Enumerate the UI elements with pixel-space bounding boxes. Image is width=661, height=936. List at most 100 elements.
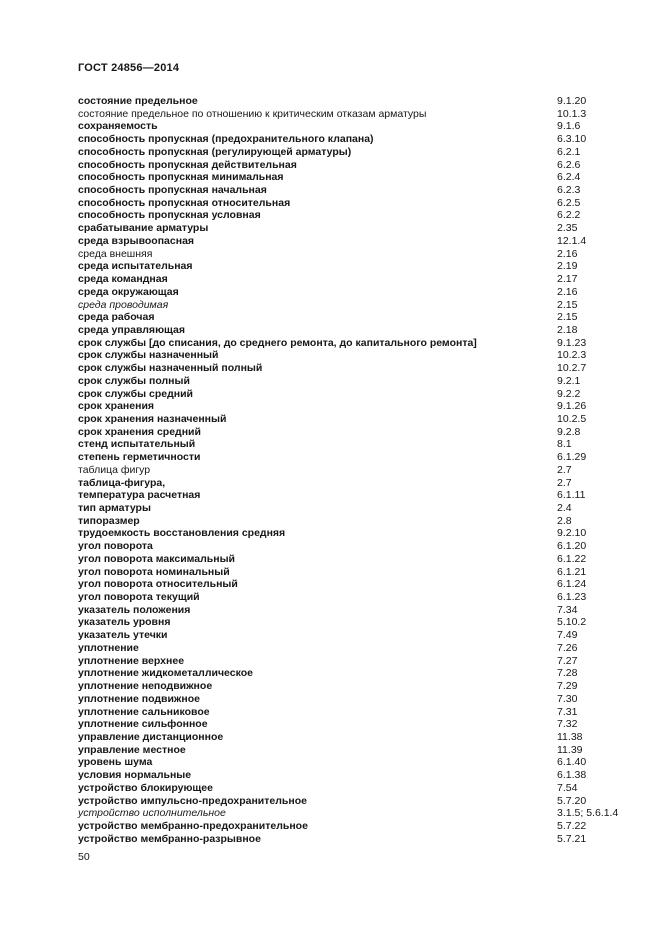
index-term: стенд испытательный <box>78 438 196 451</box>
index-term: способность пропускная минимальная <box>78 171 284 184</box>
index-term: устройство мембранно-предохранительное <box>78 819 308 832</box>
index-term: состояние предельное <box>78 95 198 107</box>
index-ref: 7.32 <box>557 718 578 731</box>
index-entry: тип арматуры 2.4 <box>78 502 626 515</box>
index-ref: 5.7.22 <box>557 819 587 832</box>
index-entry: срок службы назначенный 10.2.3 <box>78 349 626 362</box>
page-number: 50 <box>78 851 90 864</box>
index-ref: 7.26 <box>557 641 578 654</box>
index-ref: 2.16 <box>557 247 578 260</box>
index-term: способность пропускная действительная <box>78 158 297 171</box>
index-term: указатель утечки <box>78 629 168 642</box>
index-term: способность пропускная условная <box>78 209 261 222</box>
index-ref: 9.1.20 <box>557 95 587 107</box>
index-ref: 9.1.6 <box>557 120 581 133</box>
index-entry: способность пропускная (предохранительно… <box>78 133 626 146</box>
index-entry: среда рабочая 2.15 <box>78 311 626 324</box>
index-term: срок хранения <box>78 400 155 413</box>
index-term: способность пропускная (предохранительно… <box>78 133 374 146</box>
index-entry: указатель положения 7.34 <box>78 604 626 617</box>
index-term: срабатывание арматуры <box>78 222 209 235</box>
index-term: уплотнение верхнее <box>78 654 185 667</box>
index-ref: 9.2.8 <box>557 425 581 438</box>
index-entry: уплотнение жидкометаллическое 7.28 <box>78 667 626 680</box>
index-term: угол поворота относительный <box>78 578 238 591</box>
index-entry: уплотнение 7.26 <box>78 642 626 655</box>
index-entry: угол поворота максимальный 6.1.22 <box>78 553 626 566</box>
index-term: срок службы назначенный <box>78 349 219 362</box>
index-term: способность пропускная относительная <box>78 196 291 209</box>
index-term: устройство мембранно-разрывное <box>78 832 261 845</box>
index-ref: 7.34 <box>557 603 578 616</box>
index-ref: 6.1.40 <box>557 756 587 769</box>
index-ref: 6.1.21 <box>557 565 587 578</box>
index-ref: 2.7 <box>557 463 572 476</box>
index-ref: 7.31 <box>557 705 578 718</box>
index-term: состояние предельное по отношению к крит… <box>78 107 427 120</box>
index-term: тип арматуры <box>78 502 151 514</box>
index-entry: указатель уровня 5.10.2 <box>78 616 626 629</box>
index-entry: способность пропускная условная 6.2.2 <box>78 209 626 222</box>
index-term: срок хранения средний <box>78 425 201 438</box>
index-ref: 6.1.20 <box>557 540 587 553</box>
index-ref: 2.4 <box>557 502 572 514</box>
index-entry: типоразмер 2.8 <box>78 515 626 528</box>
index-entry: температура расчетная 6.1.11 <box>78 489 626 502</box>
index-entry: состояние предельное 9.1.20 <box>78 95 626 108</box>
index-entry: таблица фигур 2.7 <box>78 464 626 477</box>
index-term: уплотнение сальниковое <box>78 705 210 718</box>
index-entry: таблица-фигура, 2.7 <box>78 477 626 490</box>
index-term: среда испытательная <box>78 260 193 273</box>
index-term: указатель положения <box>78 603 191 616</box>
index-entry: указатель утечки 7.49 <box>78 629 626 642</box>
index-ref: 9.1.23 <box>557 336 587 349</box>
index-term: угол поворота текущий <box>78 591 200 604</box>
index-entry: уровень шума 6.1.40 <box>78 756 626 769</box>
index-ref: 2.16 <box>557 285 578 298</box>
index-ref: 6.2.3 <box>557 184 581 197</box>
index-ref: 6.3.10 <box>557 133 587 146</box>
index-entry: срок службы средний 9.2.2 <box>78 388 626 401</box>
index-ref: 7.29 <box>557 680 578 693</box>
index-ref: 9.1.26 <box>557 400 587 413</box>
index-term: степень герметичности <box>78 451 201 464</box>
index-ref: 11.38 <box>557 730 583 743</box>
index-ref: 2.35 <box>557 222 578 235</box>
index-entry: среда внешняя 2.16 <box>78 248 626 261</box>
index-ref: 10.2.5 <box>557 412 587 425</box>
index-ref: 5.7.21 <box>557 832 587 845</box>
index-entry: способность пропускная начальная 6.2.3 <box>78 184 626 197</box>
index-ref: 2.8 <box>557 514 572 527</box>
index-term: способность пропускная (регулирующей арм… <box>78 145 352 158</box>
index-entry: срок службы полный 9.2.1 <box>78 375 626 388</box>
index-entry: среда взрывоопасная 12.1.4 <box>78 235 626 248</box>
index-entry: среда командная 2.17 <box>78 273 626 286</box>
index-term: устройство блокирующее <box>78 781 213 794</box>
index-term: указатель уровня <box>78 616 171 629</box>
index-entry: сохраняемость 9.1.6 <box>78 120 626 133</box>
index-term: уплотнение <box>78 641 139 654</box>
index-term: уплотнение жидкометаллическое <box>78 667 253 680</box>
index-ref: 7.27 <box>557 654 578 667</box>
index-term: угол поворота <box>78 540 153 553</box>
index-entry: устройство исполнительное 3.1.5; 5.6.1.4 <box>78 807 626 820</box>
index-term: среда управляющая <box>78 323 185 336</box>
index-ref: 6.1.22 <box>557 552 587 565</box>
index-entry: угол поворота текущий 6.1.23 <box>78 591 626 604</box>
index-ref: 10.2.3 <box>557 349 587 362</box>
document-header: ГОСТ 24856—2014 <box>78 62 180 74</box>
index-ref: 2.17 <box>557 273 578 286</box>
index-term: уплотнение подвижное <box>78 692 200 705</box>
index-ref: 9.2.2 <box>557 387 581 400</box>
index-entry: степень герметичности 6.1.29 <box>78 451 626 464</box>
index-ref: 2.7 <box>557 476 572 489</box>
index-term: угол поворота номинальный <box>78 565 230 578</box>
index-ref: 5.10.2 <box>557 616 587 629</box>
index-entry: среда управляющая 2.18 <box>78 324 626 337</box>
index-entry: угол поворота 6.1.20 <box>78 540 626 553</box>
index-ref: 6.2.5 <box>557 196 581 209</box>
index-entry: уплотнение неподвижное 7.29 <box>78 680 626 693</box>
index-ref: 12.1.4 <box>557 234 587 247</box>
index-entry: устройство блокирующее 7.54 <box>78 782 626 795</box>
index-list: состояние предельное 9.1.20 состояние пред… <box>78 95 626 845</box>
